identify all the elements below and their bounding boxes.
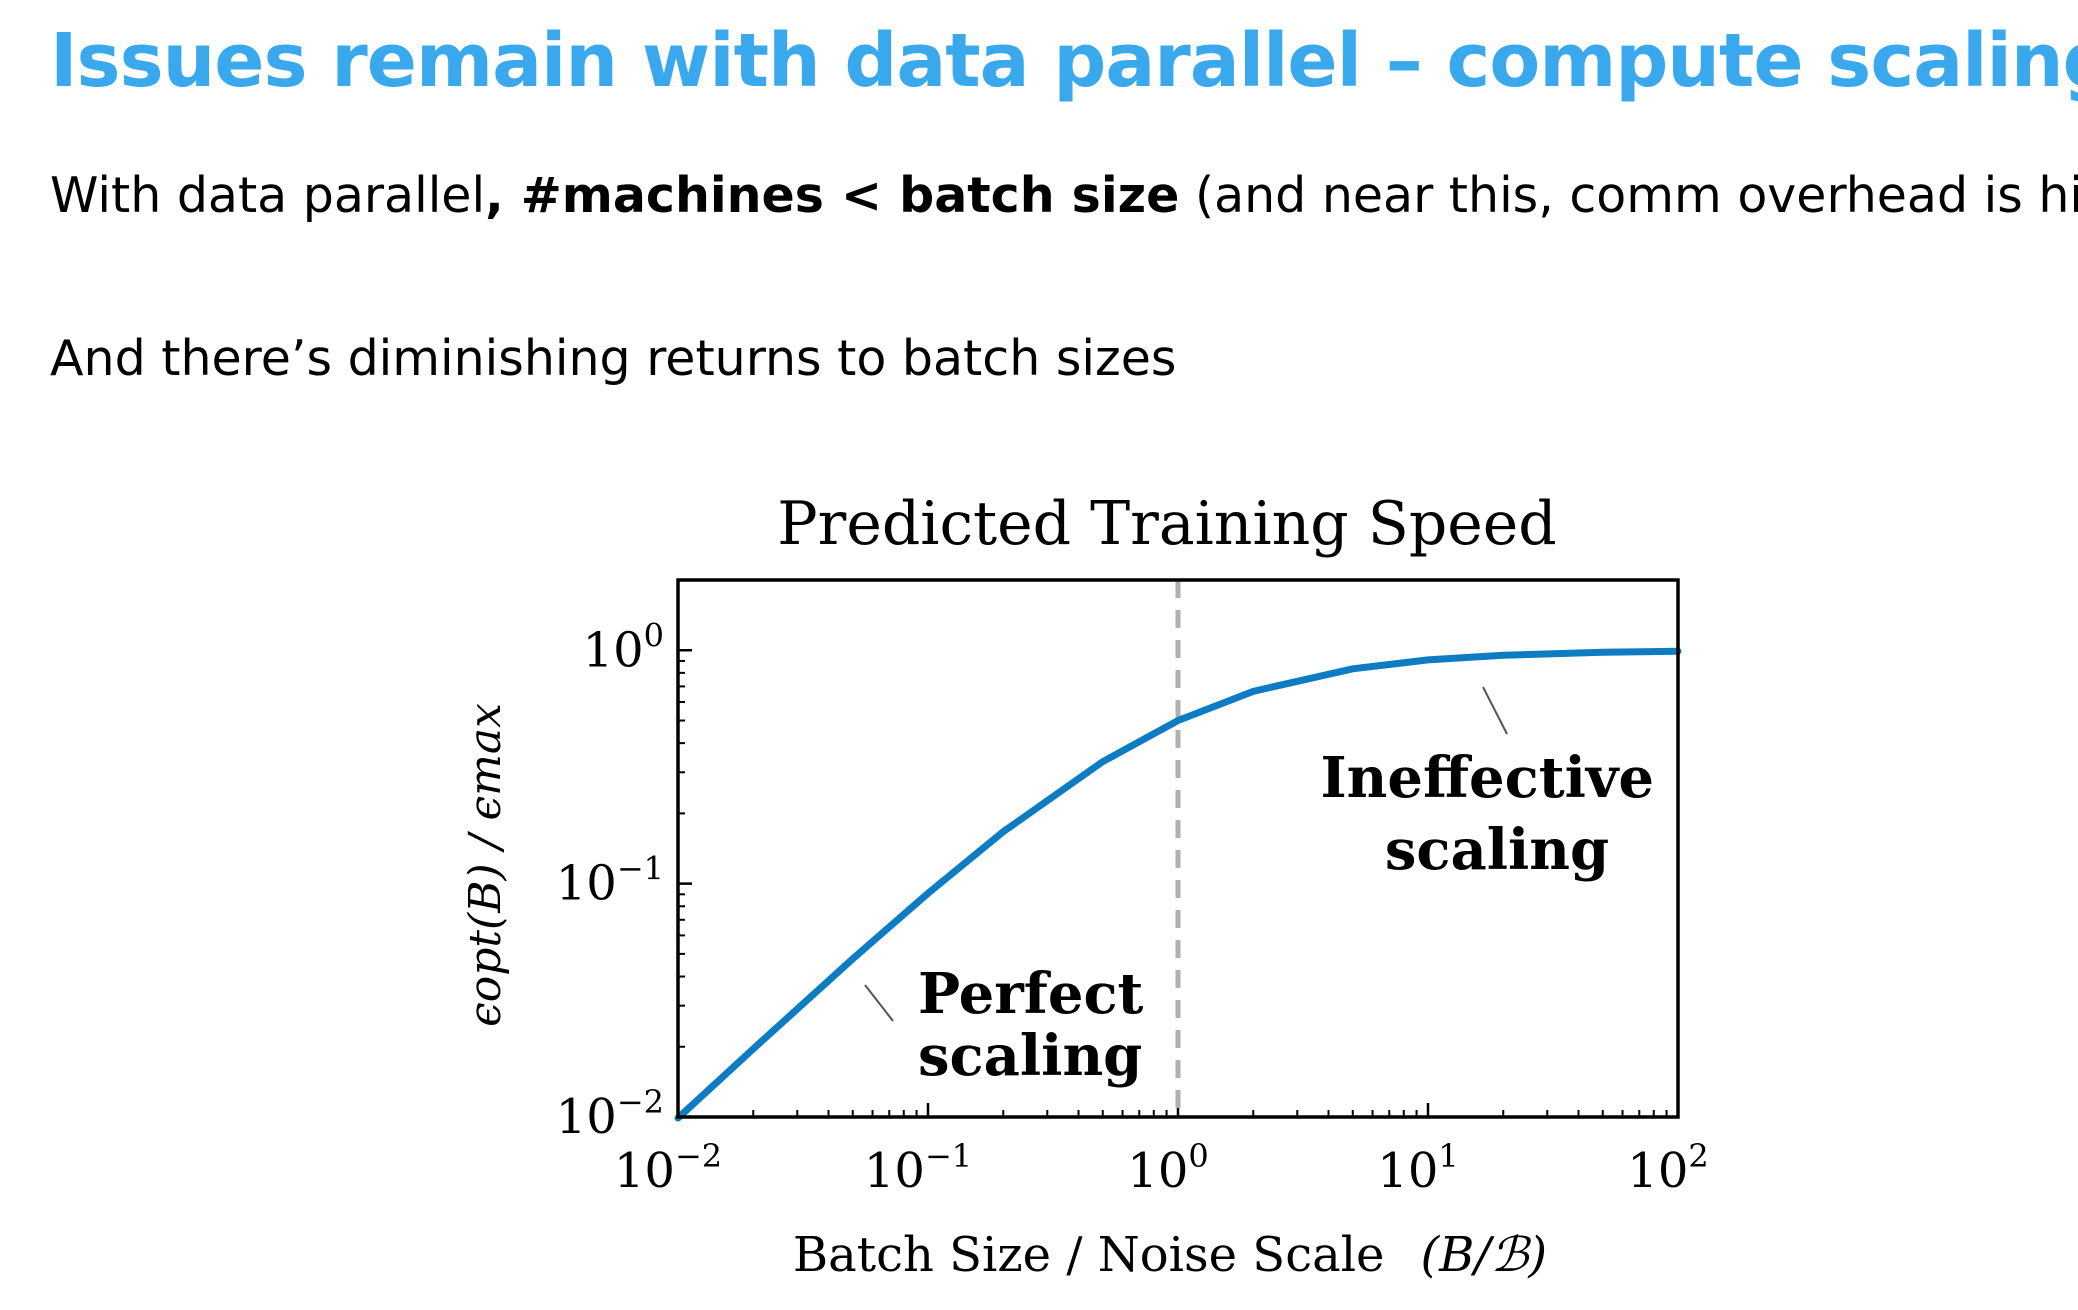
x-tick-label: 100 (1127, 1137, 1208, 1199)
line1-prefix: With data parallel (50, 167, 486, 224)
x-tick-label-exp: −2 (675, 1137, 722, 1175)
y-tick-label: 100 (583, 616, 664, 678)
annotation-perfect-line2: scaling (918, 1023, 1142, 1089)
slide-title: Issues remain with data parallel – compu… (50, 18, 2078, 104)
body-line-machines: With data parallel, #machines < batch si… (50, 167, 2078, 224)
x-tick-label: 10−1 (864, 1137, 972, 1199)
x-axis-label-expr: (B/ℬ) (1420, 1227, 1547, 1283)
x-axis-label: Batch Size / Noise Scale (B/ℬ) (793, 1227, 1547, 1283)
line1-suffix: (and near this, comm overhead is high) (1179, 167, 2078, 224)
y-axis-label: ϵopt(B) / ϵmax (460, 703, 511, 1027)
x-tick-label-exp: −1 (925, 1137, 972, 1175)
annotation-ineffective-line2: scaling (1385, 817, 1609, 883)
x-tick-label-base: 10 (1127, 1143, 1188, 1199)
x-tick-label-base: 10 (1627, 1143, 1688, 1199)
annotation-pointer-left (864, 984, 894, 1022)
y-tick-label-exp: 0 (644, 616, 664, 654)
series-line (674, 647, 1682, 1122)
x-tick-label-exp: 2 (1688, 1137, 1708, 1175)
annotation-pointer-right (1482, 686, 1508, 735)
annotation-ineffective-line1: Ineffective (1320, 745, 1654, 811)
x-tick-label-base: 10 (1377, 1143, 1438, 1199)
y-tick-label-exp: −1 (617, 850, 664, 888)
annotation-perfect-scaling: Perfect scaling (918, 961, 1163, 1089)
x-tick-label: 10−2 (614, 1137, 722, 1199)
line1-bold: , #machines < batch size (485, 167, 1180, 224)
y-tick-label-base: 10 (556, 856, 617, 912)
x-tick-label-base: 10 (614, 1143, 675, 1199)
x-tick-label: 102 (1627, 1137, 1708, 1199)
chart-title: Predicted Training Speed (777, 489, 1556, 559)
x-tick-label-base: 10 (864, 1143, 925, 1199)
y-tick-label: 10−2 (556, 1083, 664, 1145)
x-tick-label: 101 (1377, 1137, 1458, 1199)
y-tick-label: 10−1 (556, 850, 664, 912)
y-tick-label-base: 10 (556, 1089, 617, 1145)
body-line-diminishing: And there’s diminishing returns to batch… (50, 330, 1177, 387)
x-tick-label-exp: 0 (1188, 1137, 1208, 1175)
x-tick-label-exp: 1 (1438, 1137, 1458, 1175)
y-tick-label-base: 10 (583, 622, 644, 678)
plot-frame (676, 578, 1680, 1119)
annotation-ineffective-scaling: Ineffective scaling (1320, 745, 1673, 883)
y-tick-label-exp: −2 (617, 1083, 664, 1121)
x-axis-label-text: Batch Size / Noise Scale (793, 1227, 1385, 1283)
annotation-perfect-line1: Perfect (918, 961, 1144, 1027)
